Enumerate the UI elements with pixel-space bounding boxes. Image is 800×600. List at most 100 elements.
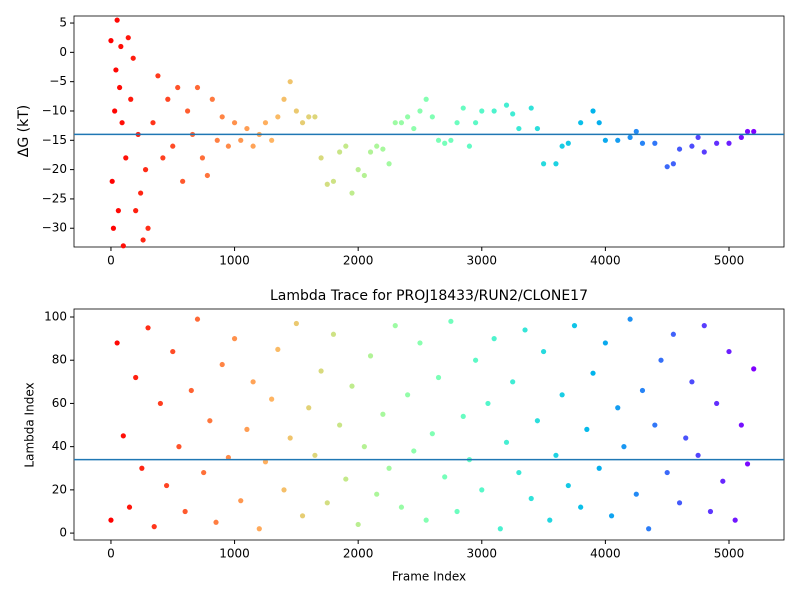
data-point <box>112 108 118 114</box>
data-point <box>250 143 256 149</box>
data-point <box>751 128 757 135</box>
data-point <box>176 444 182 450</box>
data-point <box>244 125 250 132</box>
data-point <box>139 465 145 471</box>
data-point <box>417 340 423 346</box>
y-tick-label: 0 <box>59 45 67 59</box>
data-point <box>664 164 670 170</box>
data-point <box>299 120 306 126</box>
data-point <box>423 517 429 523</box>
x-tick-label: 0 <box>107 547 115 561</box>
data-point <box>522 327 528 333</box>
data-point <box>466 143 473 149</box>
y-tick-label: −30 <box>42 221 67 235</box>
data-point <box>287 79 293 85</box>
data-point <box>343 476 349 482</box>
data-point <box>281 96 287 102</box>
data-point <box>534 418 541 424</box>
data-point <box>726 348 732 355</box>
data-point <box>238 498 244 504</box>
data-point <box>130 55 136 61</box>
data-point <box>590 370 596 376</box>
data-point <box>367 353 374 359</box>
data-point <box>269 396 275 402</box>
data-point <box>330 331 337 337</box>
data-point <box>553 161 559 167</box>
data-point <box>182 508 188 515</box>
y-tick-label: −5 <box>49 74 67 88</box>
data-point <box>275 114 281 120</box>
data-point <box>380 146 386 152</box>
data-point <box>386 161 392 167</box>
data-point <box>374 143 380 149</box>
data-point <box>738 422 744 428</box>
data-point <box>244 426 250 432</box>
data-point <box>497 526 503 532</box>
data-point <box>720 478 726 484</box>
data-point <box>559 143 565 149</box>
plot-frame <box>73 308 785 541</box>
data-point <box>639 387 646 394</box>
data-point <box>460 105 466 111</box>
data-point <box>472 357 479 363</box>
y-axis-label: ΔG (kT) <box>16 105 32 157</box>
y-tick-label: 100 <box>44 309 67 323</box>
data-point <box>695 452 701 458</box>
data-point <box>676 500 683 506</box>
data-point <box>670 331 676 337</box>
data-point <box>138 190 144 196</box>
y-tick-label: −15 <box>42 133 67 147</box>
data-point <box>367 149 374 155</box>
data-point <box>578 120 584 126</box>
data-point <box>386 465 392 471</box>
data-point <box>510 111 516 117</box>
data-point <box>287 435 293 441</box>
data-point <box>219 361 225 368</box>
data-point <box>199 155 206 161</box>
data-point <box>472 120 479 126</box>
data-point <box>652 140 658 146</box>
data-point <box>380 411 386 417</box>
data-point <box>209 96 215 102</box>
x-tick-label: 3000 <box>467 254 498 268</box>
x-tick-label: 2000 <box>343 547 374 561</box>
data-point <box>565 482 571 489</box>
data-point <box>219 114 225 120</box>
data-point <box>405 114 411 120</box>
data-point <box>110 225 117 231</box>
data-point <box>343 143 349 149</box>
data-point <box>170 348 176 355</box>
x-axis-label: Frame Index <box>392 570 466 584</box>
data-point <box>119 120 125 126</box>
data-point <box>299 513 306 519</box>
data-point <box>429 431 435 437</box>
data-point <box>188 387 194 394</box>
data-point <box>151 524 157 530</box>
y-tick-label: −10 <box>42 103 67 117</box>
x-tick-label: 0 <box>107 254 115 268</box>
data-point <box>516 469 522 476</box>
data-point <box>633 128 639 135</box>
data-point <box>448 318 454 324</box>
data-point <box>553 452 559 458</box>
data-point <box>330 178 337 184</box>
x-tick-label: 1000 <box>219 547 250 561</box>
data-point <box>540 161 547 167</box>
x-tick-label: 2000 <box>343 254 374 268</box>
data-point <box>744 128 751 135</box>
data-point <box>578 504 584 510</box>
data-point <box>485 400 491 407</box>
y-tick-label: −20 <box>42 162 67 176</box>
data-point <box>732 517 738 523</box>
data-point <box>324 181 330 187</box>
data-point <box>676 146 683 152</box>
data-point <box>361 444 367 450</box>
data-point <box>528 105 534 111</box>
data-point <box>596 465 602 471</box>
data-point <box>256 526 262 532</box>
data-point <box>584 426 590 432</box>
data-point <box>664 469 670 476</box>
data-point <box>701 323 707 329</box>
data-point <box>454 120 460 126</box>
data-point <box>281 487 287 493</box>
